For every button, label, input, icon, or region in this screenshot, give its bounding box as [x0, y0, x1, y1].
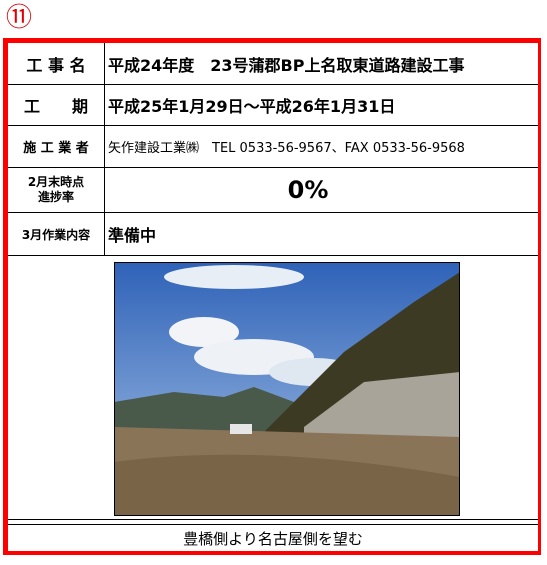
- row-label: 2月末時点 進捗率: [8, 168, 105, 212]
- sheet-number: ⑪: [6, 2, 32, 34]
- row-label: 3月作業内容: [8, 213, 105, 255]
- label-line: 進捗率: [38, 190, 74, 205]
- row-label: 工 期: [8, 85, 105, 125]
- site-photo: [114, 262, 460, 516]
- progress-value: 0%: [108, 168, 538, 212]
- photo-caption: 豊橋側より名古屋側を望む: [8, 525, 538, 551]
- table-row: 2月末時点 進捗率 0%: [8, 168, 538, 213]
- table-row: 施 工 業 者 矢作建設工業㈱ TEL 0533-56-9567、FAX 053…: [8, 126, 538, 168]
- label-line: 2月末時点: [28, 175, 84, 190]
- table-row: 3月作業内容 準備中: [8, 213, 538, 256]
- caption-row: 豊橋側より名古屋側を望む: [8, 524, 538, 551]
- page: ⑪ 工 事 名 平成24年度 23号蒲郡BP上名取東道路建設工事 工 期 平成2…: [0, 0, 547, 565]
- table-row: 工 事 名 平成24年度 23号蒲郡BP上名取東道路建設工事: [8, 43, 538, 85]
- table-row: 工 期 平成25年1月29日～平成26年1月31日: [8, 85, 538, 126]
- row-value: 平成25年1月29日～平成26年1月31日: [108, 85, 538, 125]
- photo-row: [8, 256, 538, 520]
- row-label: 工 事 名: [8, 43, 105, 84]
- info-table: 工 事 名 平成24年度 23号蒲郡BP上名取東道路建設工事 工 期 平成25年…: [3, 38, 541, 555]
- row-label: 施 工 業 者: [8, 126, 105, 167]
- row-value: 平成24年度 23号蒲郡BP上名取東道路建設工事: [108, 43, 538, 84]
- row-value: 矢作建設工業㈱ TEL 0533-56-9567、FAX 0533-56-956…: [108, 126, 538, 167]
- row-value: 準備中: [108, 213, 538, 255]
